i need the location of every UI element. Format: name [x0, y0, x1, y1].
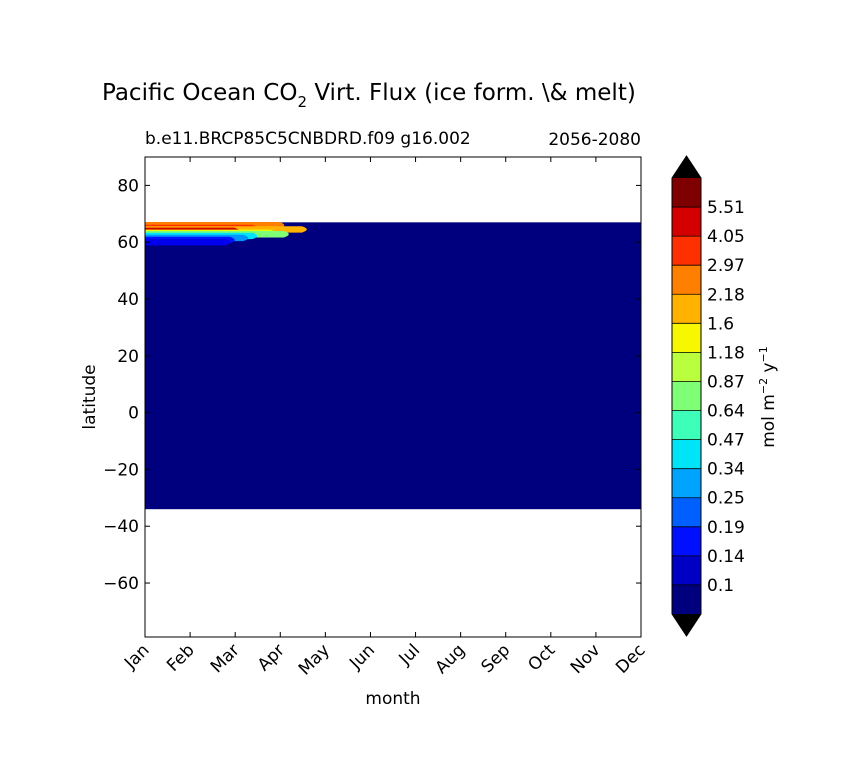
colorbar-segment [672, 439, 701, 469]
colorbar-tick-label: 5.51 [707, 198, 745, 218]
y-tick-label: 40 [117, 290, 139, 310]
y-axis-ticks: 80 60 40 20 0 −20 −40 −60 [103, 176, 641, 594]
chart-title: Pacific Ocean CO2 Virt. Flux (ice form. … [102, 80, 636, 111]
colorbar-segment [672, 236, 701, 266]
x-tick-label: Jul [395, 640, 424, 669]
colorbar-tick-label: 0.87 [707, 372, 745, 392]
colorbar-segment [672, 497, 701, 527]
colorbar-outline [671, 155, 702, 637]
colorbar-tick-label: 2.97 [707, 256, 745, 276]
x-tick-label: May [295, 640, 334, 679]
colorbar-tick-label: 0.34 [707, 460, 745, 480]
x-tick-label: Mar [207, 640, 244, 677]
colorbar-segment [672, 584, 701, 614]
flux-field [145, 222, 641, 510]
flux-hotspot [145, 221, 307, 246]
colorbar-tick-label: 0.1 [707, 576, 734, 596]
x-tick-label: Dec [612, 640, 649, 677]
y-tick-label: 80 [117, 176, 139, 196]
x-tick-label: Apr [254, 640, 289, 675]
colorbar-tick-label: 0.19 [707, 518, 745, 538]
colorbar-segment [672, 526, 701, 556]
colorbar-segment [672, 294, 701, 324]
colorbar-tick-label: 0.25 [707, 489, 745, 509]
chart-subtitle-left: b.e11.BRCP85C5CNBDRD.f09 g16.002 [145, 129, 471, 149]
y-tick-label: 20 [117, 347, 139, 367]
colorbar-extend-max [672, 156, 701, 178]
x-tick-label: Sep [477, 640, 514, 677]
plot-area: 80 60 40 20 0 −20 −40 −60 Jan Feb Mar Apr May Jun Jul… [103, 156, 650, 679]
colorbar-tick-label: 0.64 [707, 402, 745, 422]
y-tick-label: −40 [103, 517, 139, 537]
y-tick-label: 0 [128, 404, 139, 424]
colorbar-segment [672, 410, 701, 440]
x-tick-label: Jan [120, 640, 153, 673]
colorbar-segment [672, 381, 701, 411]
y-tick-label: −60 [103, 574, 139, 594]
x-tick-label: Nov [567, 640, 605, 678]
colorbar-tick-label: 0.14 [707, 547, 745, 567]
colorbar-label: mol m−2 y−1 [757, 346, 779, 448]
colorbar-segment [672, 555, 701, 585]
x-axis-label: month [365, 689, 420, 709]
colorbar-segment [672, 352, 701, 382]
colorbar-tick-label: 2.18 [707, 285, 745, 305]
colorbar-tick-label: 0.47 [707, 431, 745, 451]
colorbar: 0.1 0.14 0.19 0.25 0.34 0.47 0.64 0.87 1.18 1.6 2.… [671, 155, 745, 637]
colorbar-segment [672, 468, 701, 498]
colorbar-segment [672, 207, 701, 237]
x-tick-label: Feb [163, 640, 198, 675]
flux-hotspot-band [145, 239, 231, 246]
colorbar-tick-label: 1.6 [707, 314, 734, 334]
x-tick-label: Aug [432, 640, 470, 678]
y-tick-label: −20 [103, 460, 139, 480]
colorbar-segment [672, 323, 701, 353]
colorbar-extend-min [672, 614, 701, 636]
plot-frame [144, 156, 642, 638]
flux-field-fill [145, 222, 641, 510]
x-tick-label: Oct [524, 640, 559, 675]
colorbar-segment [672, 178, 701, 208]
colorbar-tick-label: 4.05 [707, 227, 745, 247]
y-axis-label: latitude [80, 364, 100, 429]
x-tick-label: Jun [345, 640, 379, 674]
colorbar-tick-label: 1.18 [707, 343, 745, 363]
y-tick-label: 60 [117, 233, 139, 253]
colorbar-segment [672, 265, 701, 295]
chart-subtitle-right: 2056-2080 [548, 130, 641, 150]
